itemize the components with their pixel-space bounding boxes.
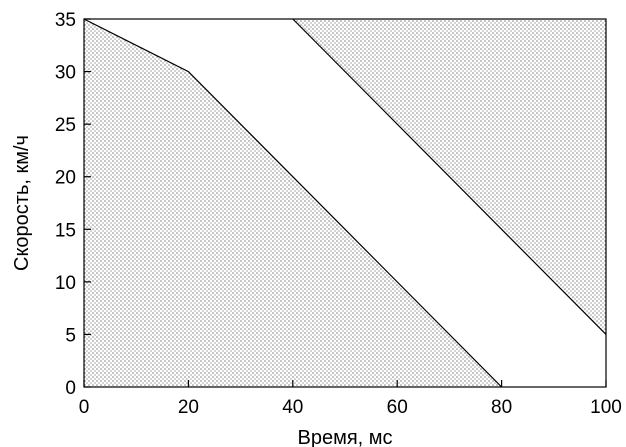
y-tick-label: 5 — [65, 325, 76, 346]
plot-frame — [83, 18, 607, 388]
x-tick-label: 60 — [387, 397, 408, 418]
y-tick-label: 20 — [55, 168, 76, 189]
y-tick-label: 15 — [55, 220, 76, 241]
boundary-line-2 — [292, 18, 607, 335]
y-axis-title: Скорость, км/ч — [11, 135, 33, 271]
x-tick-label: 40 — [282, 397, 303, 418]
axes: 0 20 40 60 80 100 0 5 10 15 20 25 30 35 — [55, 10, 622, 418]
y-tick-label: 10 — [55, 273, 76, 294]
x-tick-label: 0 — [79, 397, 90, 418]
y-tick-label: 25 — [55, 115, 76, 136]
x-tick-label: 100 — [590, 397, 622, 418]
shaded-region-1 — [84, 19, 502, 387]
x-tick-label: 20 — [178, 397, 199, 418]
x-tick-label: 80 — [491, 397, 512, 418]
x-axis-title: Время, мс — [297, 427, 392, 447]
y-tick-label: 0 — [65, 378, 76, 399]
boundary-line-1 — [83, 18, 503, 388]
y-tick-label: 30 — [55, 63, 76, 84]
plot-area — [83, 18, 607, 388]
y-tick-label: 35 — [55, 10, 76, 31]
